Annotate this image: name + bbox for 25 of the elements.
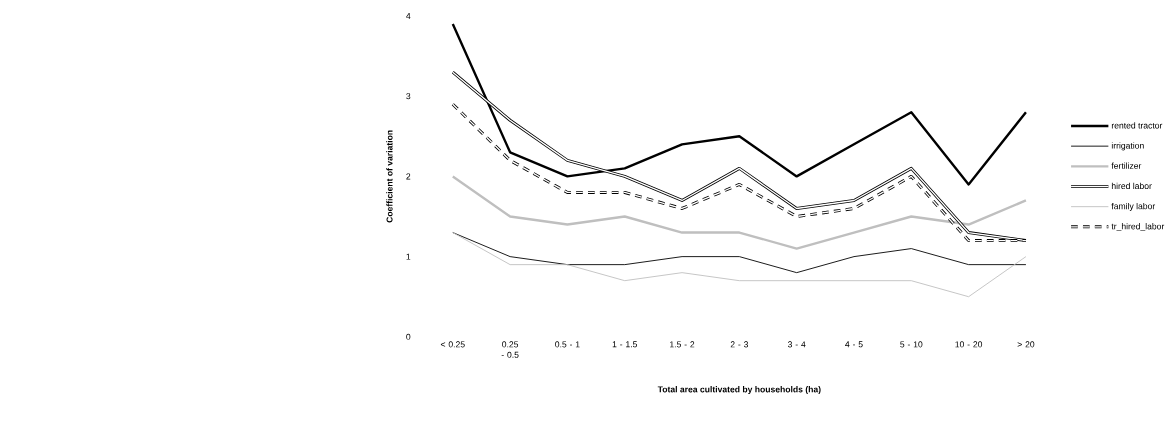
x-tick-label: > 20 bbox=[1017, 341, 1035, 348]
y-tick-label: 4 bbox=[406, 12, 411, 19]
x-tick-label: 10 - 20 bbox=[955, 341, 983, 348]
legend-label: hired labor bbox=[1111, 182, 1152, 189]
y-tick-label: 0 bbox=[406, 333, 411, 340]
legend-label: rented tractor bbox=[1111, 122, 1163, 129]
x-tick-label: 1 - 1.5 bbox=[612, 341, 637, 348]
y-tick-label: 3 bbox=[406, 93, 411, 100]
x-tick-label: < 0.25 bbox=[440, 341, 465, 348]
line-series bbox=[451, 175, 1028, 250]
legend-label: fertilizer bbox=[1111, 162, 1142, 169]
legend-label: family labor bbox=[1111, 202, 1156, 211]
x-tick-label: 0.25 - 0.5 bbox=[501, 341, 519, 358]
y-tick-label: 2 bbox=[406, 173, 411, 180]
x-tick-label: 0.5 - 1 bbox=[555, 341, 580, 348]
legend-label: tr_hired_labor bbox=[1111, 222, 1165, 231]
y-tick-label: 1 bbox=[406, 253, 411, 260]
x-tick-label: 5 - 10 bbox=[900, 341, 923, 348]
legend-label: irrigation bbox=[1111, 142, 1144, 151]
x-tick-label: 1.5 - 2 bbox=[670, 341, 695, 348]
x-tick-label: 4 - 5 bbox=[845, 341, 863, 348]
y-axis-title: Coefficient of variation bbox=[386, 130, 393, 223]
x-tick-label: 3 - 4 bbox=[787, 341, 806, 348]
x-tick-label: 2 - 3 bbox=[730, 341, 749, 348]
x-axis-title: Total area cultivated by households (ha) bbox=[657, 385, 821, 394]
